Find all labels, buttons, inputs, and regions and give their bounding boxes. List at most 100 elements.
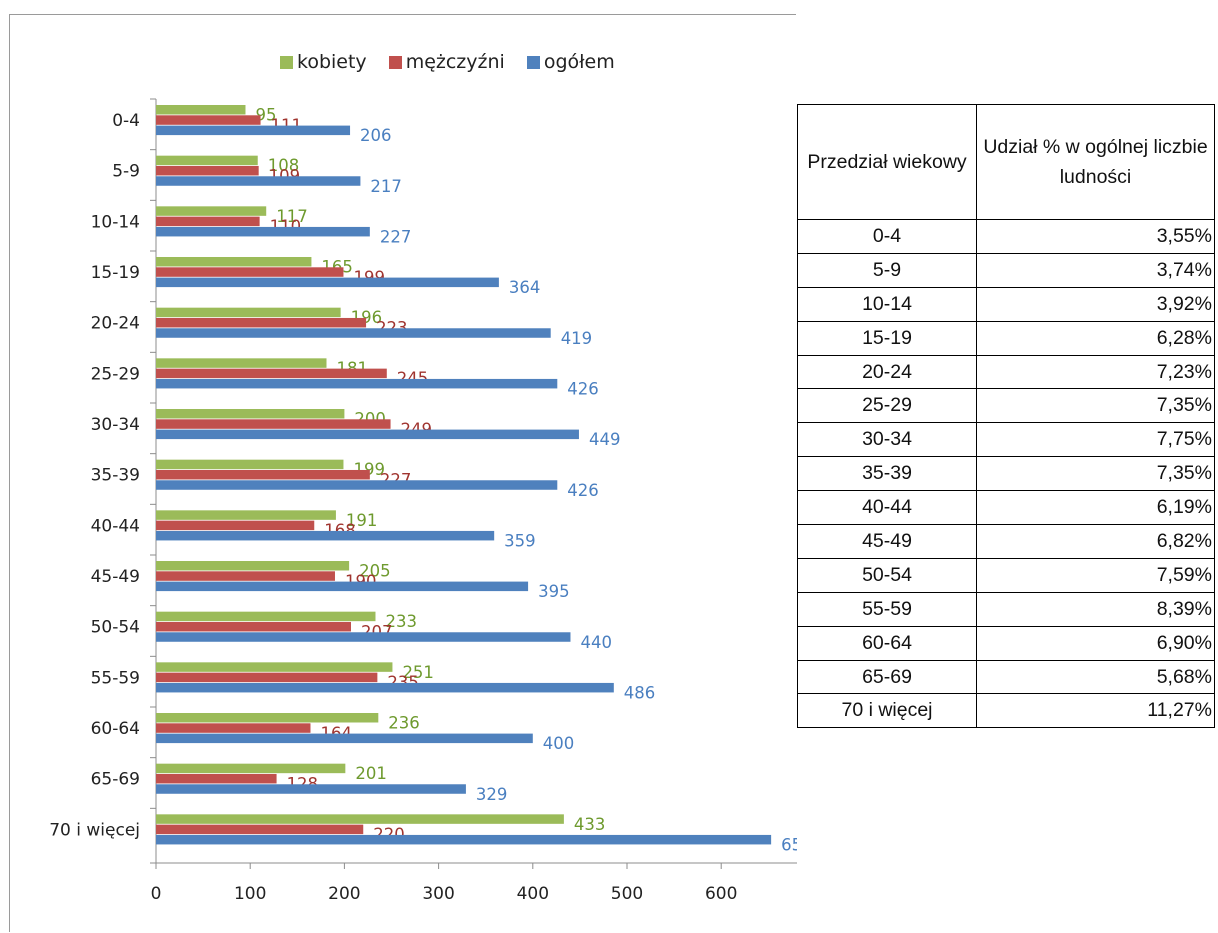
bar-mezczyzni <box>156 165 259 176</box>
bar-mezczyzni <box>156 571 335 581</box>
bar-kobiety <box>156 206 267 216</box>
cell-population-share: 6,19% <box>976 490 1215 526</box>
legend-swatch-ogolem <box>526 55 540 69</box>
cell-age-range: 50-54 <box>797 558 977 593</box>
legend-item-kobiety: kobiety <box>280 51 367 73</box>
table-row: 5-9 3,74% <box>797 253 1215 288</box>
data-label: 329 <box>476 785 508 804</box>
bar-kobiety <box>156 307 341 318</box>
data-label: 395 <box>538 582 570 601</box>
y-category-label: 15-19 <box>91 263 140 283</box>
bar-ogolem <box>156 581 529 592</box>
table-row: 70 i więcej 11,27% <box>797 693 1215 729</box>
data-label: 426 <box>567 379 599 398</box>
bar-ogolem <box>156 429 579 440</box>
data-label: 251 <box>402 663 434 682</box>
legend-label-mezczyzni: mężczyźni <box>405 51 505 73</box>
bar-mezczyzni <box>156 520 315 531</box>
y-category-label: 65-69 <box>91 770 140 790</box>
table-row: 60-64 6,90% <box>797 626 1215 661</box>
data-label: 217 <box>370 177 402 196</box>
cell-age-range: 35-39 <box>797 456 977 492</box>
x-tick-label: 600 <box>705 884 737 904</box>
table-row: 20-24 7,23% <box>797 355 1215 390</box>
table-row: 15-19 6,28% <box>797 321 1215 356</box>
cell-age-range: 40-44 <box>797 490 977 526</box>
data-label: 449 <box>589 430 621 449</box>
table-row: 0-4 3,55% <box>797 219 1215 254</box>
data-label: 201 <box>355 764 387 783</box>
bar-ogolem <box>156 632 571 642</box>
table-header-row: Przedział wiekowy Udział % w ogólnej lic… <box>797 104 1215 220</box>
bar-ogolem <box>156 834 772 845</box>
bar-mezczyzni <box>156 723 311 733</box>
bar-ogolem <box>156 277 499 288</box>
chart-legend: kobiety mężczyźni ogółem <box>280 51 615 73</box>
bar-mezczyzni <box>156 469 370 480</box>
cell-age-range: 30-34 <box>797 422 977 458</box>
bar-ogolem <box>156 480 558 490</box>
cell-age-range: 60-64 <box>797 626 977 661</box>
y-category-label: 45-49 <box>91 567 140 587</box>
legend-item-mezczyzni: mężczyźni <box>388 51 505 73</box>
bar-mezczyzni <box>156 317 367 328</box>
bar-kobiety <box>156 611 376 622</box>
x-tick-label: 400 <box>517 884 549 904</box>
bar-kobiety <box>156 257 312 267</box>
data-label: 205 <box>359 562 391 581</box>
cell-population-share: 6,90% <box>976 626 1215 661</box>
y-category-label: 5-9 <box>112 162 140 182</box>
y-category-label: 55-59 <box>91 668 140 688</box>
legend-label-ogolem: ogółem <box>543 51 615 73</box>
cell-population-share: 8,39% <box>976 592 1215 627</box>
data-label: 426 <box>567 481 599 500</box>
x-tick-label: 200 <box>328 884 360 904</box>
cell-population-share: 7,75% <box>976 422 1215 458</box>
bar-mezczyzni <box>156 216 260 227</box>
bar-ogolem <box>156 176 361 186</box>
bar-mezczyzni <box>156 672 378 683</box>
bar-ogolem <box>156 328 551 338</box>
cell-population-share: 3,92% <box>976 287 1215 322</box>
cell-population-share: 7,35% <box>976 456 1215 492</box>
bar-kobiety <box>156 155 258 166</box>
cell-population-share: 5,68% <box>976 660 1215 695</box>
bar-ogolem <box>156 784 466 794</box>
y-category-label: 30-34 <box>91 415 140 435</box>
bar-ogolem <box>156 733 533 744</box>
cell-age-range: 20-24 <box>797 355 977 390</box>
bar-mezczyzni <box>156 824 364 835</box>
x-tick-label: 0 <box>151 884 162 904</box>
bar-mezczyzni <box>156 773 277 784</box>
bar-mezczyzni <box>156 419 391 429</box>
cell-age-range: 15-19 <box>797 321 977 356</box>
cell-population-share: 6,82% <box>976 524 1215 559</box>
data-label: 117 <box>276 207 308 226</box>
table-row: 25-29 7,35% <box>797 388 1215 424</box>
table-row: 10-14 3,92% <box>797 287 1215 322</box>
header-age-range: Przedział wiekowy <box>797 104 977 220</box>
y-category-label: 50-54 <box>91 618 140 638</box>
table-row: 55-59 8,39% <box>797 592 1215 627</box>
bar-kobiety <box>156 358 327 368</box>
legend-item-ogolem: ogółem <box>526 51 615 73</box>
header-population-share: Udział % w ogólnej liczbie ludności <box>976 104 1215 220</box>
cell-population-share: 3,74% <box>976 253 1215 288</box>
data-label: 440 <box>580 633 612 652</box>
y-category-label: 40-44 <box>91 516 140 536</box>
bar-kobiety <box>156 763 346 774</box>
cell-age-range: 25-29 <box>797 388 977 424</box>
cell-age-range: 5-9 <box>797 253 977 288</box>
data-label: 400 <box>543 734 575 753</box>
data-label: 419 <box>561 329 593 348</box>
y-category-label: 70 i więcej <box>49 820 140 840</box>
cell-population-share: 7,35% <box>976 388 1215 424</box>
table-row: 45-49 6,82% <box>797 524 1215 559</box>
x-tick-label: 500 <box>611 884 643 904</box>
y-category-label: 0-4 <box>112 111 140 131</box>
table-row: 40-44 6,19% <box>797 490 1215 526</box>
data-label: 108 <box>268 156 300 175</box>
table-row: 35-39 7,35% <box>797 456 1215 492</box>
bar-kobiety <box>156 713 379 723</box>
